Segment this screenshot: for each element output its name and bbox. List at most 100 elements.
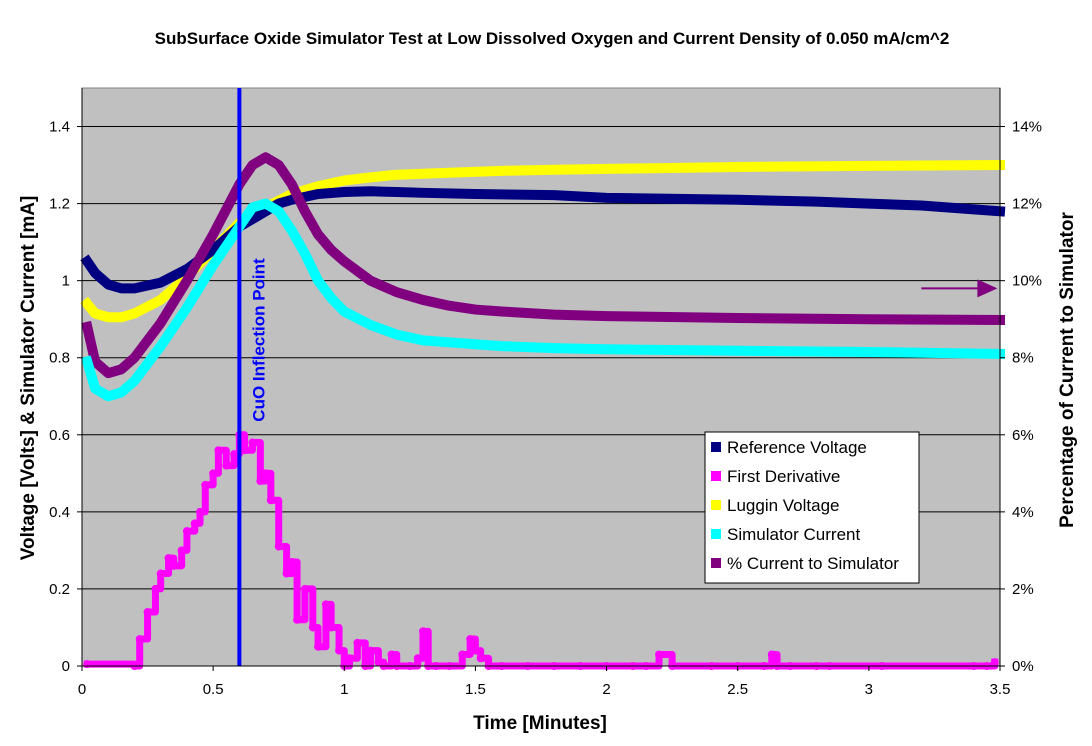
y-tick-label: 0.4 [49, 504, 70, 521]
data-point [143, 608, 152, 617]
data-point [471, 646, 480, 655]
data-point [392, 288, 401, 297]
x-axis-title: Time [Minutes] [473, 713, 607, 734]
data-point [214, 446, 223, 455]
data-point [300, 249, 309, 258]
data-point [209, 230, 218, 239]
legend-label: Simulator Current [727, 525, 860, 544]
legend-label: First Derivative [727, 467, 840, 486]
x-tick-label: 2 [602, 681, 610, 698]
y2-tick-label: 2% [1012, 581, 1034, 598]
series-line [81, 198, 1006, 402]
data-point [602, 312, 611, 321]
data-point [445, 168, 454, 177]
data-point [130, 309, 139, 318]
data-point [413, 654, 422, 663]
y-tick-label: 1.4 [49, 119, 70, 136]
data-point [864, 347, 873, 356]
data-point [327, 245, 336, 254]
series-line [81, 152, 1006, 379]
data-point [602, 164, 611, 173]
series-layer [80, 152, 1006, 670]
data-point [230, 450, 239, 459]
data-point [248, 438, 257, 447]
data-point [182, 527, 191, 536]
data-point [314, 182, 323, 191]
data-point [248, 203, 257, 212]
data-point [340, 188, 349, 197]
y-tick-label: 1.2 [49, 196, 70, 213]
data-point [287, 226, 296, 235]
y2-tick-label: 14% [1012, 119, 1042, 136]
data-point [266, 496, 275, 505]
series-line [80, 160, 1006, 323]
y-tick-label: 0.2 [49, 581, 70, 598]
data-point [156, 295, 165, 304]
data-point [91, 357, 100, 366]
y-tick-label: 0.6 [49, 427, 70, 444]
data-point [497, 166, 506, 175]
data-point [314, 642, 323, 651]
data-point [130, 353, 139, 362]
data-point [83, 322, 92, 331]
y-axis-ticks: 0 0.2 0.4 0.6 0.8 1 1.2 1.4 [49, 88, 83, 675]
data-point [471, 340, 480, 349]
legend-swatch [711, 500, 721, 510]
x-tick-label: 1 [340, 681, 348, 698]
data-point [418, 188, 427, 197]
data-point [196, 507, 205, 516]
data-point [117, 284, 126, 293]
x-axis-ticks: 0 0.5 1 1.5 2 2.5 3 3.5 [78, 665, 1010, 698]
data-point [550, 310, 559, 319]
data-point [335, 646, 344, 655]
data-point [458, 650, 467, 659]
data-point [104, 369, 113, 378]
legend-box [704, 431, 920, 584]
data-point [300, 584, 309, 593]
series-line [80, 186, 1006, 294]
data-point [182, 303, 191, 312]
data-point [83, 257, 92, 266]
y-tick-label: 1 [62, 273, 70, 290]
data-point [314, 230, 323, 239]
data-point [135, 635, 144, 644]
data-point [366, 646, 375, 655]
data-point [990, 658, 999, 667]
x-tick-label: 3 [865, 681, 873, 698]
data-point [340, 257, 349, 266]
series-simulator-current [81, 198, 1006, 402]
data-point [733, 314, 742, 323]
data-point [353, 638, 362, 647]
data-point [497, 342, 506, 351]
data-point [240, 446, 249, 455]
legend-swatch [711, 529, 721, 539]
data-point [256, 477, 265, 486]
data-point [321, 600, 330, 609]
y2-tick-label: 4% [1012, 504, 1034, 521]
data-point [282, 569, 291, 578]
legend-label: Reference Voltage [727, 438, 867, 457]
series-reference-voltage [80, 186, 1006, 294]
data-point [104, 280, 113, 289]
data-point [366, 276, 375, 285]
data-point [104, 313, 113, 322]
data-point [550, 344, 559, 353]
data-point [767, 650, 776, 659]
x-tick-label: 1.5 [465, 681, 486, 698]
x-tick-label: 0 [78, 681, 86, 698]
legend-label: Luggin Voltage [727, 496, 840, 515]
data-point [91, 268, 100, 277]
data-point [392, 188, 401, 197]
data-point [274, 161, 283, 170]
data-point [602, 193, 611, 202]
legend-label: % Current to Simulator [727, 554, 899, 573]
data-point [182, 276, 191, 285]
y2-axis-ticks: 0% 2% 4% 6% 8% 10% 12% 14% [999, 88, 1042, 675]
data-point [209, 261, 218, 270]
data-point [602, 345, 611, 354]
data-point [864, 199, 873, 208]
legend-swatch [711, 471, 721, 481]
data-point [156, 278, 165, 287]
data-point [91, 384, 100, 393]
data-point [287, 557, 296, 566]
